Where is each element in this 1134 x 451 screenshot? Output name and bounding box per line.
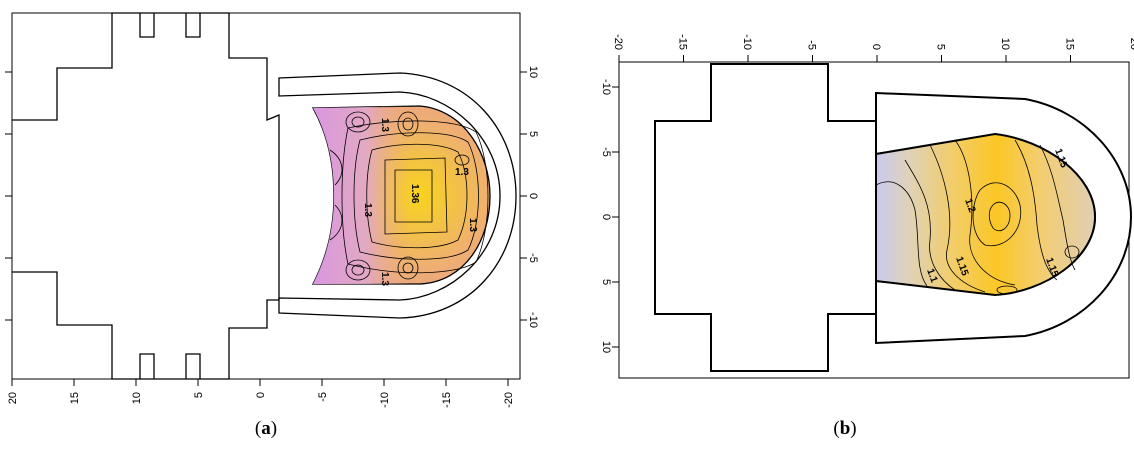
tick-label: -10 [600, 79, 612, 95]
panel-b-left-axis: -10 -5 0 5 10 [600, 79, 619, 353]
panel-a-apse-wall [278, 72, 517, 319]
tick-label: -10 [741, 34, 753, 50]
panel-a-notches-top [139, 13, 201, 38]
tick-label: 10 [131, 392, 143, 404]
panel-a-notches-bottom [139, 353, 201, 379]
tick-label: -10 [527, 312, 539, 328]
panel-a: 1.3 1.3 1.36 1.3 1.3 1.3 20 15 10 5 0 -5 -10 -1… [0, 0, 560, 446]
panel-a-floor-plan [12, 12, 280, 380]
panel-b-contour-label: 1.2 [962, 197, 977, 214]
panel-a-caption: (a) [254, 418, 278, 439]
tick-label: 0 [870, 44, 882, 50]
tick-label: -20 [612, 34, 624, 50]
tick-label: 0 [527, 193, 539, 199]
tick-label: 0 [600, 214, 612, 220]
panel-b-contour-lines [875, 139, 1080, 295]
tick-label: -15 [441, 392, 453, 408]
panel-a-bottom-axis: 20 15 10 5 0 -5 -10 -15 -20 [7, 379, 515, 408]
panel-a-contour-label: 1.3 [379, 118, 390, 132]
tick-label: -5 [317, 392, 329, 402]
tick-label: -5 [806, 40, 818, 50]
panel-b: 1.15 1.2 1.15 1.1 1.15 -20 -15 -10 -5 0 5 10 15… [575, 0, 1134, 446]
panel-a-contour-label: 1.36 [409, 184, 420, 204]
panel-b-floor-plan [654, 63, 877, 372]
panel-b-contour-label: 1.1 [924, 267, 939, 284]
tick-label: -5 [527, 253, 539, 263]
tick-label: 15 [1064, 38, 1076, 50]
tick-label: 5 [600, 279, 612, 285]
tick-label: 20 [1128, 38, 1134, 50]
tick-label: 10 [999, 38, 1011, 50]
panel-b-top-axis: -20 -15 -10 -5 0 5 10 15 20 [612, 34, 1134, 62]
tick-label: 5 [935, 44, 947, 50]
panel-a-right-axis: 10 5 0 -5 -10 [5, 66, 539, 328]
panel-a-contour-label: 1.3 [379, 272, 390, 286]
tick-label: 5 [527, 131, 539, 137]
panel-a-plot: 1.3 1.3 1.36 1.3 1.3 1.3 20 15 10 5 0 -5 -10 -1… [5, 12, 539, 408]
panel-b-contour-region [875, 132, 1097, 297]
panel-b-plot: 1.15 1.2 1.15 1.1 1.15 -20 -15 -10 -5 0 5 10 15… [600, 34, 1134, 379]
tick-label: -10 [379, 392, 391, 408]
tick-label: -20 [503, 392, 515, 408]
panel-a-contour-label: 1.3 [467, 218, 478, 232]
tick-label: 0 [255, 392, 267, 398]
tick-label: -5 [600, 147, 612, 157]
tick-label: 20 [7, 392, 19, 404]
tick-label: 5 [193, 392, 205, 398]
panel-a-contour-lines [329, 111, 489, 281]
panel-a-contour-label: 1.3 [455, 167, 469, 178]
tick-label: 10 [600, 341, 612, 353]
panel-b-caption: (b) [833, 418, 857, 439]
tick-label: 10 [527, 66, 539, 78]
tick-label: 15 [69, 392, 81, 404]
panel-a-contour-label: 1.3 [362, 203, 373, 217]
tick-label: -15 [677, 34, 689, 50]
